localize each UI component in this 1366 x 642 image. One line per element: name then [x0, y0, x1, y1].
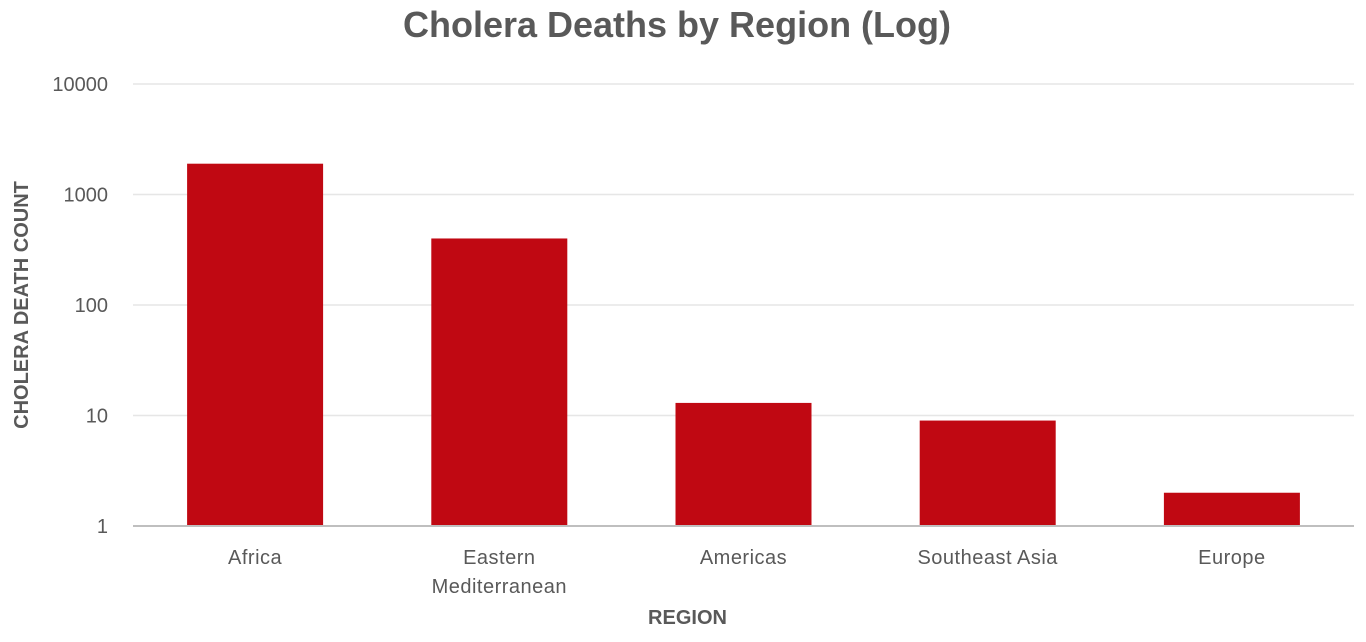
bar	[1163, 492, 1300, 526]
bar	[187, 163, 324, 526]
x-tick-label: Southeast Asia	[917, 547, 1058, 569]
x-tick-label-line: Africa	[228, 547, 283, 569]
bar	[919, 420, 1056, 526]
x-tick-label: Eastern Mediterranean	[432, 547, 567, 598]
chart-title: Cholera Deaths by Region (Log)	[402, 4, 952, 45]
x-tick-label-line: Eastern	[463, 547, 535, 569]
x-axis-title: REGION	[648, 607, 727, 629]
y-tick-label: 100	[75, 295, 108, 317]
y-tick-label: 1000	[64, 185, 109, 207]
y-tick-label: 1	[97, 516, 108, 538]
y-tick-label: 10000	[52, 74, 108, 96]
y-tick-label: 10	[86, 406, 108, 428]
bar	[431, 238, 568, 527]
x-tick-label: Americas	[700, 547, 787, 569]
x-tick-label: Africa	[228, 547, 283, 569]
x-tick-label-line: Europe	[1198, 547, 1266, 569]
bar	[675, 402, 812, 526]
x-tick-label-line: Southeast Asia	[917, 547, 1058, 569]
x-tick-label-line: Mediterranean	[432, 576, 567, 598]
y-axis-title: CHOLERA DEATH COUNT	[11, 181, 33, 429]
x-tick-label: Europe	[1198, 547, 1266, 569]
x-tick-label-line: Americas	[700, 547, 787, 569]
